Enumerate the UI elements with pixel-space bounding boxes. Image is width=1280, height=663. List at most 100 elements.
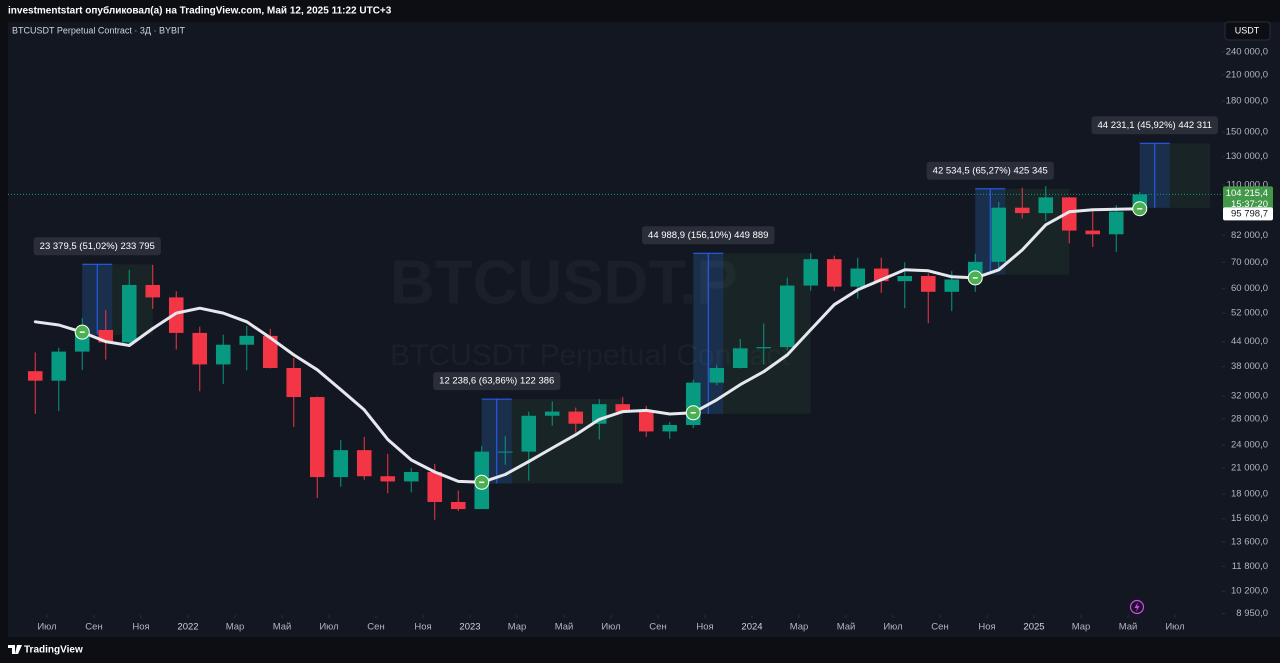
candle-body bbox=[662, 424, 678, 432]
plot-bg bbox=[8, 22, 1222, 637]
ma-label-bg bbox=[1223, 207, 1273, 221]
x-tick-label: Май bbox=[1119, 622, 1138, 633]
candle-body bbox=[756, 347, 772, 349]
x-tick-label: Сен bbox=[85, 622, 102, 633]
x-tick-label: Мар bbox=[790, 622, 809, 633]
candle-body bbox=[1038, 197, 1054, 214]
y-tick-label: 38 000,0 bbox=[1231, 361, 1268, 372]
measure-label: 23 379,5 (51,02%) 233 795 bbox=[33, 237, 161, 256]
candle-body bbox=[544, 411, 560, 416]
measure-label-text: 42 534,5 (65,27%) 425 345 bbox=[933, 165, 1048, 176]
measure-label-bg bbox=[926, 161, 1054, 180]
candle-body bbox=[380, 476, 396, 482]
x-tick-label: Ноя bbox=[696, 622, 713, 633]
y-tick-label: 13 600,0 bbox=[1231, 537, 1268, 548]
x-tick-label: Сен bbox=[649, 622, 666, 633]
candle-body bbox=[615, 404, 631, 412]
candle-body bbox=[192, 332, 208, 365]
candle-body bbox=[709, 367, 725, 383]
price-scale-bg bbox=[1222, 22, 1280, 637]
measure-label: 44 231,1 (45,92%) 442 311 bbox=[1091, 116, 1218, 135]
candle-body bbox=[309, 397, 325, 478]
y-tick-label: 150 000,0 bbox=[1226, 127, 1268, 138]
price-label-bg bbox=[1223, 186, 1273, 213]
x-tick-label: 2024 bbox=[741, 622, 762, 633]
candle-body bbox=[51, 351, 67, 381]
measure-label-bg bbox=[1091, 116, 1218, 135]
target-zone bbox=[1139, 143, 1211, 208]
flash-icon[interactable] bbox=[1129, 599, 1145, 615]
candle-body bbox=[521, 415, 537, 452]
y-tick-label: 60 000,0 bbox=[1231, 283, 1268, 294]
currency[interactable]: USDT bbox=[1235, 25, 1260, 35]
x-tick-label: Ноя bbox=[978, 622, 995, 633]
y-tick-label: 10 200,0 bbox=[1231, 586, 1268, 597]
x-tick-label: Июл bbox=[883, 622, 902, 633]
candle-body bbox=[638, 411, 654, 432]
x-tick-label: Июл bbox=[37, 622, 56, 633]
candle-body bbox=[826, 259, 842, 287]
y-tick-label: 18 000,0 bbox=[1231, 489, 1268, 500]
candle-body bbox=[1085, 230, 1101, 235]
candle-body bbox=[121, 284, 137, 343]
measure-label-bg bbox=[33, 237, 161, 256]
candle-body bbox=[944, 279, 960, 292]
candle-body bbox=[333, 450, 349, 478]
candle-body bbox=[403, 472, 419, 482]
y-tick-label: 82 000,0 bbox=[1231, 230, 1268, 241]
measure-label-text: 23 379,5 (51,02%) 233 795 bbox=[40, 241, 155, 252]
candle-body bbox=[262, 335, 278, 368]
candle-body bbox=[356, 450, 372, 477]
y-tick-label: 110 000,0 bbox=[1226, 180, 1268, 191]
y-tick-label: 44 000,0 bbox=[1231, 336, 1268, 347]
candle-body bbox=[286, 367, 302, 398]
x-tick-label: Сен bbox=[931, 622, 948, 633]
y-tick-label: 32 000,0 bbox=[1231, 390, 1268, 401]
candle-body bbox=[27, 371, 43, 381]
candle-body bbox=[991, 207, 1007, 262]
currency-box[interactable] bbox=[1224, 21, 1271, 41]
candle-body bbox=[850, 268, 866, 287]
x-tick-label: 2023 bbox=[459, 622, 480, 633]
candle-body bbox=[1014, 207, 1030, 214]
target-zone bbox=[82, 264, 153, 335]
x-tick-label: Мар bbox=[1072, 622, 1091, 633]
watermark: BTCUSDT.P bbox=[390, 248, 738, 317]
measure-label-text: 44 988,9 (156,10%) 449 889 bbox=[648, 230, 768, 241]
y-tick-label: 70 000,0 bbox=[1231, 257, 1268, 268]
y-tick-label: 24 000,0 bbox=[1231, 440, 1268, 451]
x-tick-label: Мар bbox=[508, 622, 527, 633]
candle-body bbox=[239, 335, 255, 345]
y-tick-label: 180 000,0 bbox=[1226, 96, 1268, 107]
measure-label: 12 238,6 (63,86%) 122 386 bbox=[433, 372, 561, 391]
candle-body bbox=[779, 285, 795, 348]
y-tick-label: 28 000,0 bbox=[1231, 413, 1268, 424]
moving-average bbox=[33, 207, 1142, 484]
candle-body bbox=[732, 348, 748, 368]
measure-label-bg bbox=[433, 372, 561, 391]
y-tick-label: 240 000,0 bbox=[1226, 46, 1268, 57]
candle-body bbox=[1061, 197, 1077, 231]
flash-bolt[interactable] bbox=[1134, 602, 1140, 612]
candle-body bbox=[427, 472, 443, 502]
flash-circle[interactable] bbox=[1129, 599, 1145, 615]
measure-label-text: 44 231,1 (45,92%) 442 311 bbox=[1098, 120, 1212, 131]
measure-label: 42 534,5 (65,27%) 425 345 bbox=[926, 161, 1054, 180]
candle-body bbox=[497, 451, 513, 453]
author-line: investmentstart опубликовал(а) на Tradin… bbox=[8, 5, 392, 17]
measure-label-text: 12 238,6 (63,86%) 122 386 bbox=[439, 376, 554, 387]
candle-body bbox=[450, 501, 466, 510]
x-tick-label: Май bbox=[837, 622, 856, 633]
price-label: 104 215,4 bbox=[1226, 188, 1268, 199]
x-tick-label: Июл bbox=[319, 622, 338, 633]
x-tick-label: 2022 bbox=[177, 622, 198, 633]
x-tick-label: Май bbox=[273, 622, 292, 633]
x-tick-label: Ноя bbox=[414, 622, 431, 633]
candle-body bbox=[145, 284, 161, 298]
y-tick-label: 11 800,0 bbox=[1232, 561, 1268, 572]
x-tick-label: Ноя bbox=[132, 622, 149, 633]
y-tick-label: 52 000,0 bbox=[1231, 308, 1268, 319]
plot bbox=[27, 142, 1211, 520]
measure-label: 44 988,9 (156,10%) 449 889 bbox=[642, 226, 775, 245]
x-tick-label: 2025 bbox=[1023, 622, 1044, 633]
